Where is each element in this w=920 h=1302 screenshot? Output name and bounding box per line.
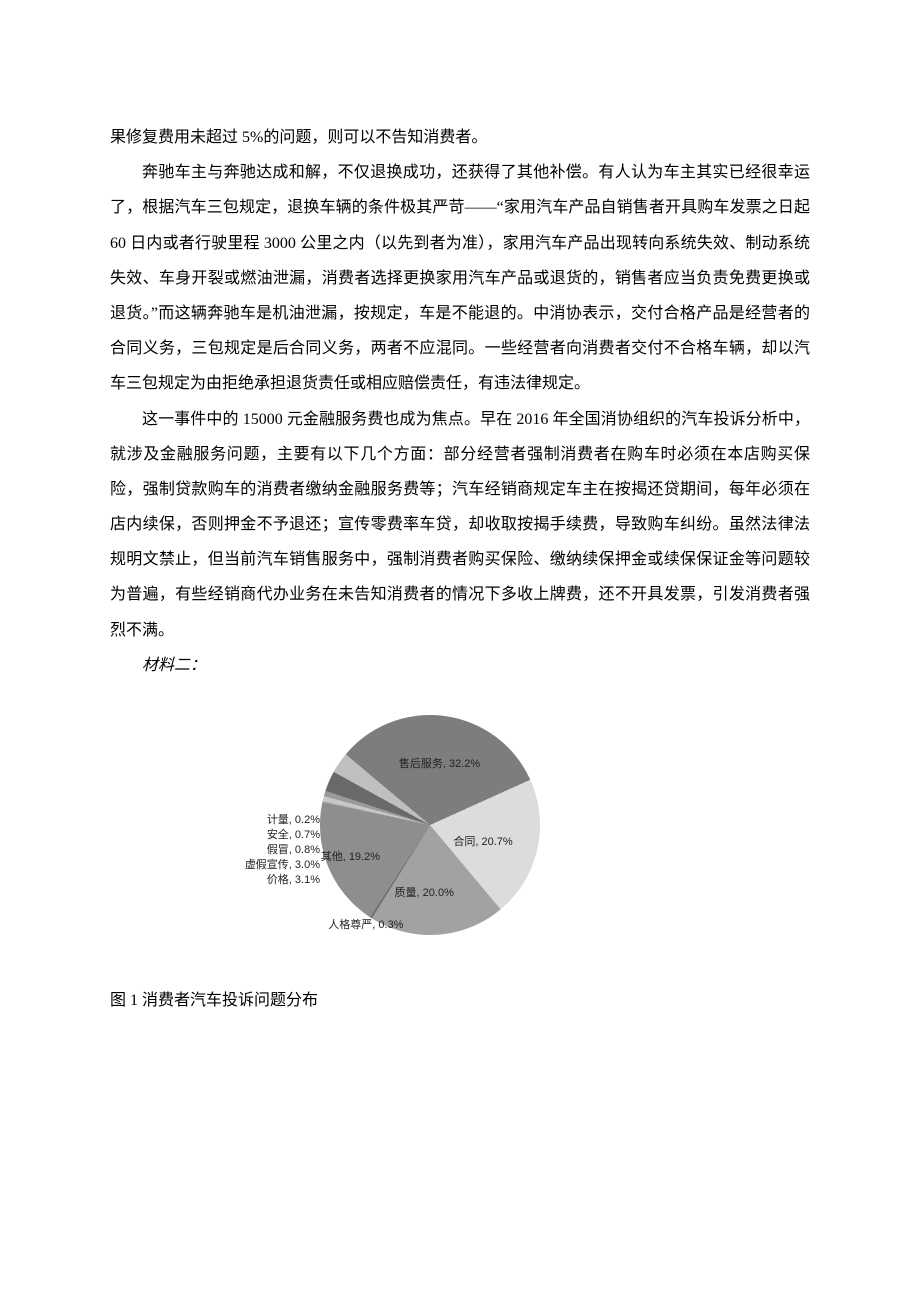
pie-slice-label: 合同, 20.7% xyxy=(453,833,512,849)
paragraph-1: 奔驰车主与奔驰达成和解，不仅退换成功，还获得了其他补偿。有人认为车主其实已经很幸… xyxy=(110,155,810,401)
pie-slice-label: 人格尊严, 0.3% xyxy=(328,916,403,932)
pie-slice-label: 虚假宣传, 3.0% xyxy=(245,856,320,872)
material-two-label: 材料二： xyxy=(110,648,810,683)
paragraph-2: 这一事件中的 15000 元金融服务费也成为焦点。早在 2016 年全国消协组织… xyxy=(110,402,810,648)
pie-slice-label: 假冒, 0.8% xyxy=(267,841,320,857)
pie-slice-label: 安全, 0.7% xyxy=(267,826,320,842)
pie-slice-label: 计量, 0.2% xyxy=(267,811,320,827)
pie-chart: 售后服务, 32.2% 合同, 20.7% 质量, 20.0% 人格尊严, 0.3% 其… xyxy=(150,693,590,963)
pie-slice-label: 售后服务, 32.2% xyxy=(399,755,480,771)
figure-caption: 图 1 消费者汽车投诉问题分布 xyxy=(110,983,318,1018)
pie-slice-label: 其他, 19.2% xyxy=(321,848,380,864)
document-page: 果修复费用未超过 5%的问题，则可以不告知消费者。 奔驰车主与奔驰达成和解，不仅… xyxy=(0,0,920,1098)
chart-container: 售后服务, 32.2% 合同, 20.7% 质量, 20.0% 人格尊严, 0.3% 其… xyxy=(110,683,810,1018)
paragraph-continuation: 果修复费用未超过 5%的问题，则可以不告知消费者。 xyxy=(110,120,810,155)
pie-slice-label: 质量, 20.0% xyxy=(395,884,454,900)
pie-slice-label: 价格, 3.1% xyxy=(267,871,320,887)
pie-graphic xyxy=(320,715,540,935)
